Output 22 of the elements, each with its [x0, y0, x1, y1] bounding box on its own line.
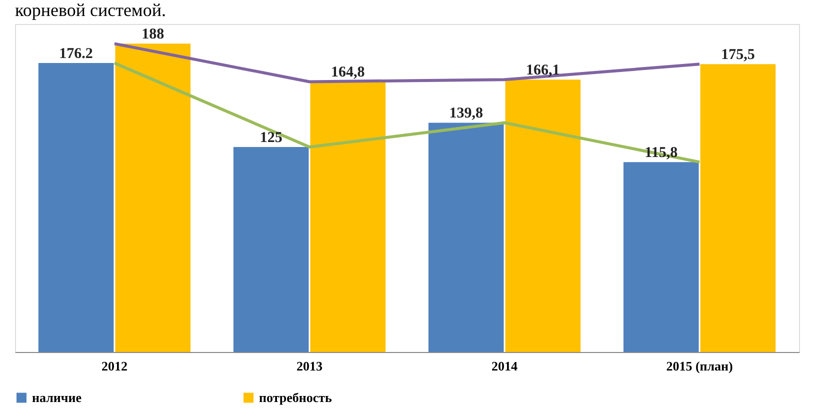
x-tick-label: 2014	[492, 358, 518, 374]
x-tick-label: 2015 (план)	[666, 358, 733, 374]
bar	[310, 82, 386, 352]
x-tick-label: 2013	[296, 358, 323, 374]
data-label: 188	[142, 26, 164, 43]
bar	[505, 80, 581, 352]
legend-label: потребность	[259, 390, 332, 405]
x-tick-label: 2012	[101, 358, 128, 374]
data-label: 176.2	[59, 46, 93, 62]
bar	[428, 122, 504, 352]
data-label: 164,8	[331, 64, 365, 81]
bar	[233, 147, 309, 352]
data-label: 166,1	[526, 62, 560, 79]
bar	[700, 64, 776, 352]
data-label: 175,5	[721, 47, 755, 64]
bar	[115, 44, 191, 352]
data-label: 139,8	[449, 106, 483, 122]
bar	[38, 63, 114, 352]
bar	[623, 162, 699, 352]
text: корневой системой.	[15, 0, 166, 20]
data-label: 125	[260, 130, 282, 146]
legend-label: наличие	[32, 390, 82, 405]
